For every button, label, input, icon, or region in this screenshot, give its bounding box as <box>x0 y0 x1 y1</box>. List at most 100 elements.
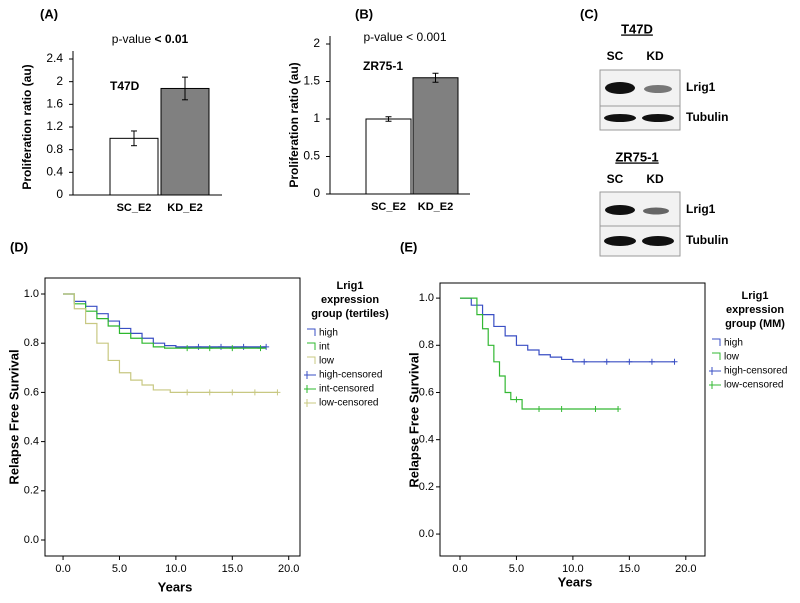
panel-label: (C) <box>580 6 598 21</box>
bar <box>109 137 159 196</box>
y-tick-label: 1.6 <box>46 97 63 111</box>
survival-curve <box>459 297 619 410</box>
censor-mark <box>206 389 213 396</box>
blot-panel: (C) T47D SC KD Lrig1 Tubulin ZR75-1 SC K… <box>580 6 728 257</box>
y-tick-label: 1 <box>313 111 320 125</box>
legend-label: low-censored <box>319 398 378 409</box>
censor-mark <box>513 396 520 403</box>
legend-label: low <box>724 352 740 363</box>
annotation: p-value < 0.001 <box>363 30 446 44</box>
annotation-text: p-value <box>112 32 152 46</box>
y-tick-label: 0.2 <box>24 485 39 497</box>
censor-mark <box>206 345 213 352</box>
y-axis-label: Relapse Free Survival <box>406 352 421 487</box>
blot-band <box>604 114 636 122</box>
y-tick-label: 0.6 <box>24 386 39 398</box>
x-tick-label: SC_E2 <box>371 201 406 213</box>
survival-curve <box>63 293 267 348</box>
x-tick-label: 15.0 <box>222 563 243 575</box>
legend-swatch <box>712 352 721 360</box>
annotation-bold: < 0.01 <box>155 32 189 46</box>
legend-swatch <box>307 342 316 350</box>
y-tick-label: 2 <box>56 74 63 88</box>
bar <box>365 118 412 195</box>
censor-mark <box>592 406 599 412</box>
legend-label: high-censored <box>319 370 382 381</box>
y-tick-label: 1.2 <box>46 119 63 133</box>
legend-swatch <box>307 328 316 336</box>
y-tick-label: 0.2 <box>419 481 434 493</box>
censor-mark <box>615 406 622 412</box>
legend-title: group (MM) <box>725 318 785 330</box>
y-axis-label: Relapse Free Survival <box>6 349 21 484</box>
x-axis-label: Years <box>558 574 593 589</box>
censor-mark <box>251 389 258 396</box>
x-axis-label: Years <box>158 579 193 594</box>
inset-label: ZR75-1 <box>363 59 403 73</box>
legend-title: Lrig1 <box>337 280 364 292</box>
x-tick-label: SC_E2 <box>117 202 152 214</box>
censor-mark <box>184 345 191 352</box>
y-tick-label: 0.0 <box>24 534 39 546</box>
y-axis-label: Proliferation ratio (au) <box>287 62 301 187</box>
censor-mark <box>240 343 247 350</box>
blot-band <box>605 205 635 215</box>
censor-mark <box>257 345 264 352</box>
x-tick-label: 0.0 <box>452 563 467 575</box>
legend-swatch <box>304 385 316 393</box>
legend-swatch <box>709 367 721 375</box>
survival-curve <box>63 293 267 349</box>
censor-mark <box>218 343 225 350</box>
x-tick-label: 20.0 <box>675 563 696 575</box>
y-tick-label: 0.4 <box>419 434 434 446</box>
annotation: p-value < 0.01 <box>112 32 189 46</box>
censor-mark <box>184 389 191 396</box>
row-label: Lrig1 <box>686 202 716 216</box>
censor-mark <box>581 358 588 365</box>
legend-label: int-censored <box>319 384 374 395</box>
legend-swatch <box>304 399 316 407</box>
y-tick-label: 1.5 <box>303 74 320 88</box>
y-tick-label: 2 <box>313 36 320 50</box>
censor-mark <box>626 358 633 365</box>
plot-frame <box>44 277 301 557</box>
legend-swatch <box>712 338 721 346</box>
censor-mark <box>229 345 236 352</box>
legend-title: expression <box>726 304 784 316</box>
survival-curve <box>459 297 675 363</box>
x-tick-label: KD_E2 <box>167 202 202 214</box>
blot-band <box>605 82 635 94</box>
panel-label: (E) <box>400 239 417 254</box>
lane-label: SC <box>607 49 624 63</box>
panel-label: (D) <box>10 239 28 254</box>
censor-mark <box>558 406 565 412</box>
blot-band <box>642 236 674 246</box>
censor-mark <box>229 389 236 396</box>
y-tick-label: 0 <box>56 187 63 201</box>
legend-swatch <box>307 356 316 364</box>
blot-band <box>604 236 636 246</box>
censor-mark <box>274 389 281 396</box>
legend-label: high <box>724 338 743 349</box>
survival-curve <box>63 293 278 393</box>
lane-label: SC <box>607 172 624 186</box>
censor-mark <box>603 358 610 365</box>
bar <box>412 77 459 195</box>
blot-band <box>644 85 672 93</box>
x-tick-label: 10.0 <box>165 563 186 575</box>
x-tick-label: 20.0 <box>278 563 299 575</box>
y-tick-label: 0.5 <box>303 149 320 163</box>
y-tick-label: 0.6 <box>419 386 434 398</box>
legend-label: high-censored <box>724 366 787 377</box>
blot-title: T47D <box>621 21 653 36</box>
bar <box>160 87 210 196</box>
blot-band <box>642 114 674 122</box>
row-label: Tubulin <box>686 110 728 124</box>
y-tick-label: 0.0 <box>419 528 434 540</box>
row-label: Lrig1 <box>686 80 716 94</box>
annotation-text: p-value < 0.001 <box>363 30 446 44</box>
x-tick-label: 5.0 <box>509 563 524 575</box>
censor-mark <box>263 343 270 350</box>
y-tick-label: 0.4 <box>24 436 39 448</box>
x-tick-label: 5.0 <box>112 563 127 575</box>
